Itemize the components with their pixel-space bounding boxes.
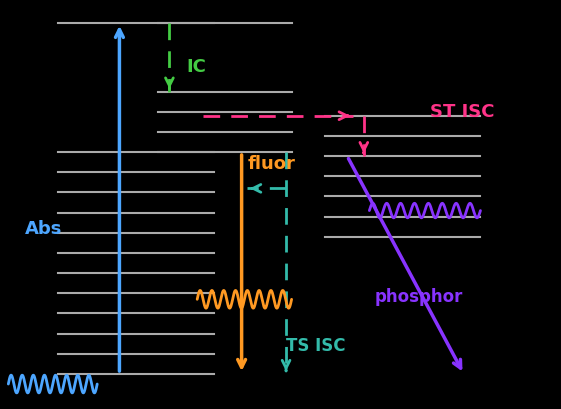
Text: TS ISC: TS ISC [286,337,346,355]
Text: IC: IC [186,58,206,76]
Text: phosphor: phosphor [375,288,463,306]
Text: ST ISC: ST ISC [430,103,495,121]
Text: Abs: Abs [25,220,62,238]
Text: fluor: fluor [247,155,295,173]
